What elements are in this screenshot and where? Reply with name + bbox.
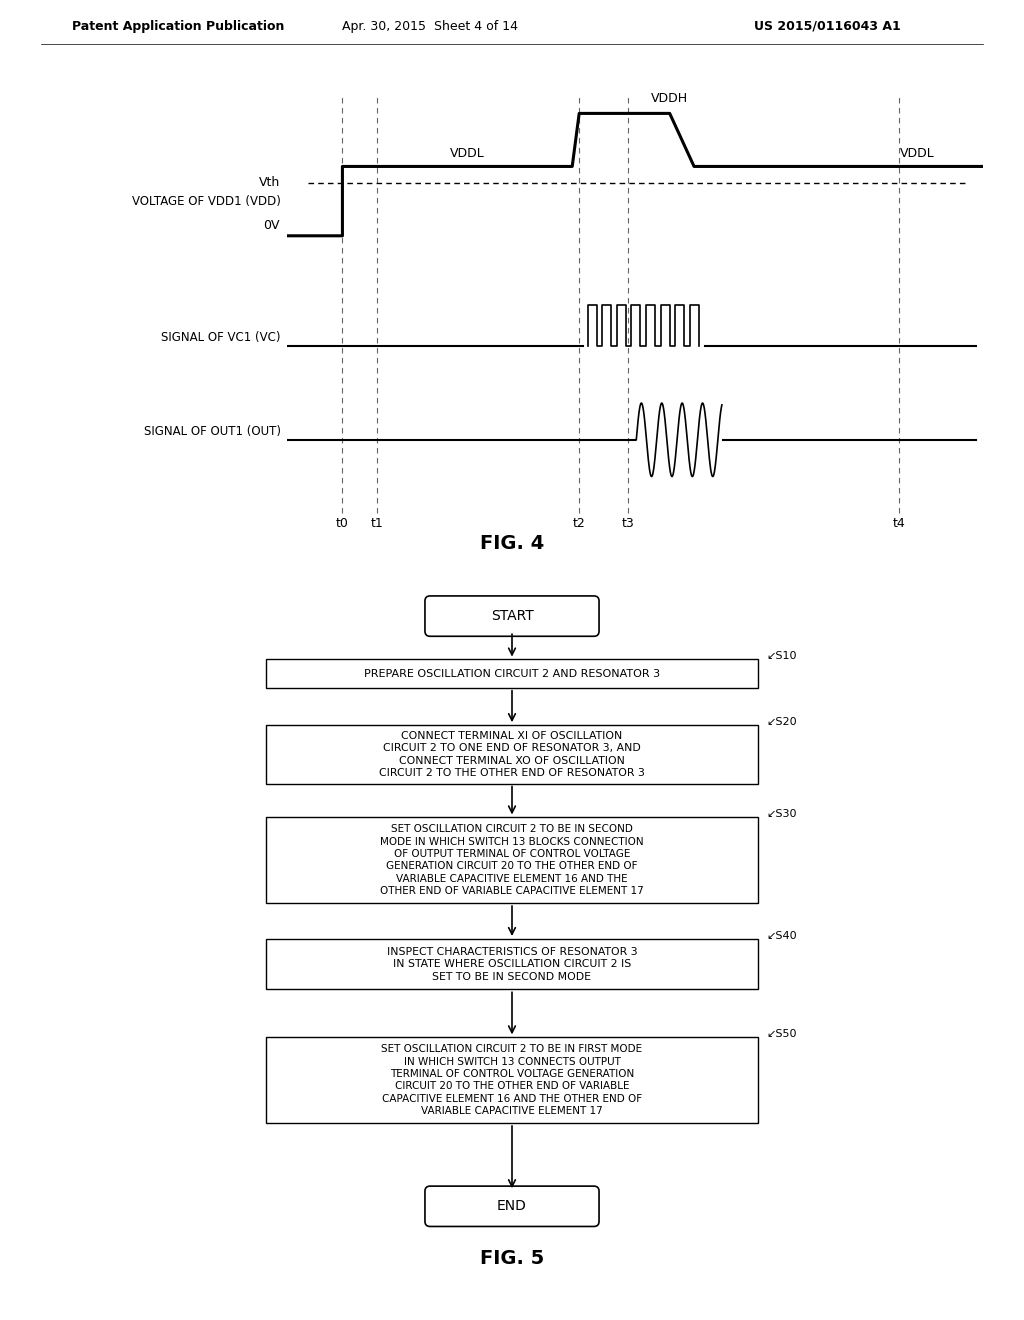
Bar <box>266 1038 758 1123</box>
Bar <box>266 939 758 990</box>
Bar <box>266 660 758 688</box>
Text: VDDL: VDDL <box>899 148 934 160</box>
Text: Patent Application Publication: Patent Application Publication <box>72 20 284 33</box>
Text: VDDH: VDDH <box>651 92 688 106</box>
Text: t0: t0 <box>336 517 349 531</box>
Text: SET OSCILLATION CIRCUIT 2 TO BE IN SECOND
MODE IN WHICH SWITCH 13 BLOCKS CONNECT: SET OSCILLATION CIRCUIT 2 TO BE IN SECON… <box>380 824 644 896</box>
Bar <box>266 817 758 903</box>
Text: ↙S50: ↙S50 <box>766 1030 797 1039</box>
Text: Apr. 30, 2015  Sheet 4 of 14: Apr. 30, 2015 Sheet 4 of 14 <box>342 20 518 33</box>
Text: US 2015/0116043 A1: US 2015/0116043 A1 <box>755 20 901 33</box>
Text: SIGNAL OF VC1 (VC): SIGNAL OF VC1 (VC) <box>162 331 281 345</box>
Text: t3: t3 <box>622 517 634 531</box>
Text: FIG. 5: FIG. 5 <box>480 1249 544 1269</box>
Text: SIGNAL OF OUT1 (OUT): SIGNAL OF OUT1 (OUT) <box>144 425 281 438</box>
Text: Vth: Vth <box>258 177 280 189</box>
Text: t1: t1 <box>371 517 384 531</box>
Text: START: START <box>490 609 534 623</box>
Text: t2: t2 <box>572 517 586 531</box>
FancyBboxPatch shape <box>425 595 599 636</box>
Text: INSPECT CHARACTERISTICS OF RESONATOR 3
IN STATE WHERE OSCILLATION CIRCUIT 2 IS
S: INSPECT CHARACTERISTICS OF RESONATOR 3 I… <box>387 946 637 982</box>
Bar <box>266 725 758 784</box>
Text: t4: t4 <box>893 517 906 531</box>
Text: FIG. 4: FIG. 4 <box>480 535 544 553</box>
Text: ↙S40: ↙S40 <box>766 931 797 941</box>
Text: ↙S10: ↙S10 <box>766 651 797 661</box>
FancyBboxPatch shape <box>425 1187 599 1226</box>
Text: VOLTAGE OF VDD1 (VDD): VOLTAGE OF VDD1 (VDD) <box>132 194 281 207</box>
Text: 0V: 0V <box>263 219 280 232</box>
Text: ↙S30: ↙S30 <box>766 809 797 820</box>
Text: PREPARE OSCILLATION CIRCUIT 2 AND RESONATOR 3: PREPARE OSCILLATION CIRCUIT 2 AND RESONA… <box>364 669 660 678</box>
Text: SET OSCILLATION CIRCUIT 2 TO BE IN FIRST MODE
IN WHICH SWITCH 13 CONNECTS OUTPUT: SET OSCILLATION CIRCUIT 2 TO BE IN FIRST… <box>381 1044 643 1117</box>
Text: ↙S20: ↙S20 <box>766 717 797 727</box>
Text: END: END <box>497 1200 527 1213</box>
Text: VDDL: VDDL <box>451 148 485 160</box>
Text: CONNECT TERMINAL XI OF OSCILLATION
CIRCUIT 2 TO ONE END OF RESONATOR 3, AND
CONN: CONNECT TERMINAL XI OF OSCILLATION CIRCU… <box>379 731 645 777</box>
